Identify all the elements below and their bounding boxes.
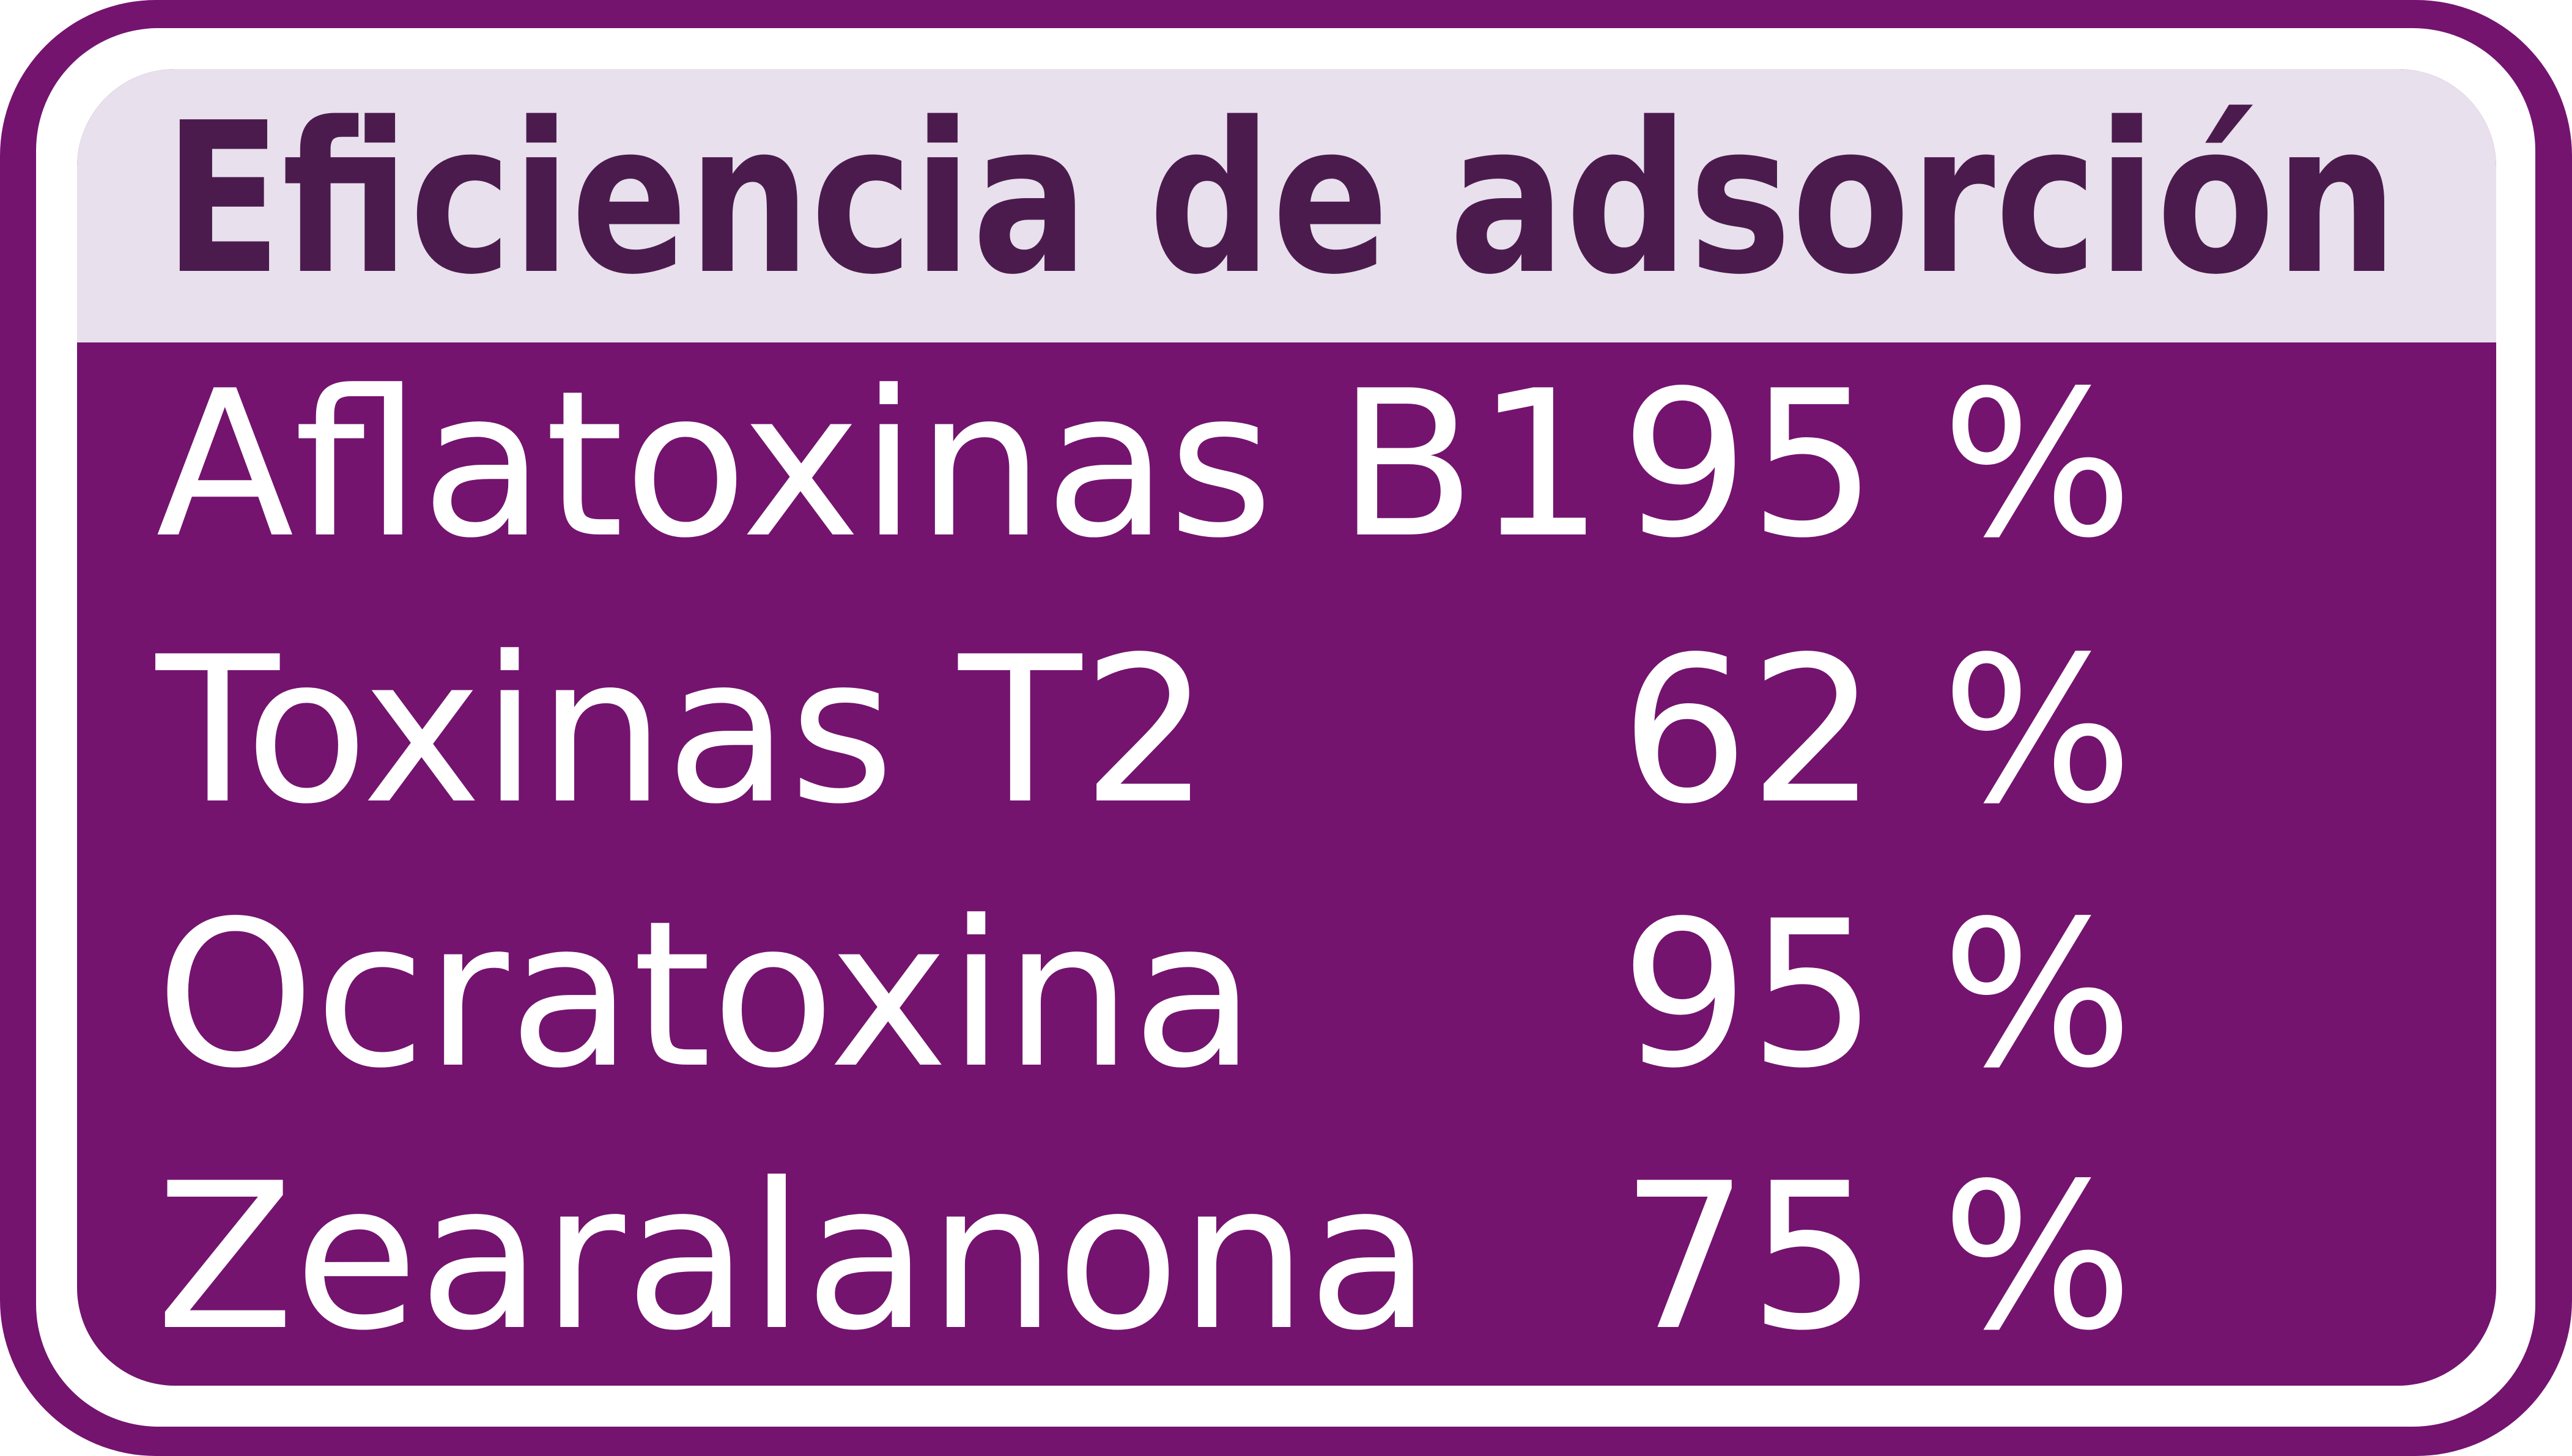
title: Eficiencia de adsorción	[164, 78, 2398, 320]
efficiency-value: 75 %	[1620, 1140, 2133, 1375]
toxin-name: Aflatoxinas B1	[156, 347, 1605, 582]
efficiency-value: 95 %	[1620, 347, 2133, 582]
efficiency-value: 62 %	[1620, 613, 2133, 848]
rows: Aflatoxinas B1 95 %Toxinas T2 62 %Ocratoxi…	[153, 347, 2134, 1375]
header-band	[77, 69, 2496, 342]
efficiency-value: 95 %	[1620, 878, 2133, 1112]
toxin-name: Toxinas T2	[153, 613, 1210, 848]
toxin-name: Zearalanona	[156, 1140, 1432, 1375]
inner-panel	[77, 69, 2496, 1386]
toxin-name: Ocratoxina	[156, 878, 1256, 1112]
